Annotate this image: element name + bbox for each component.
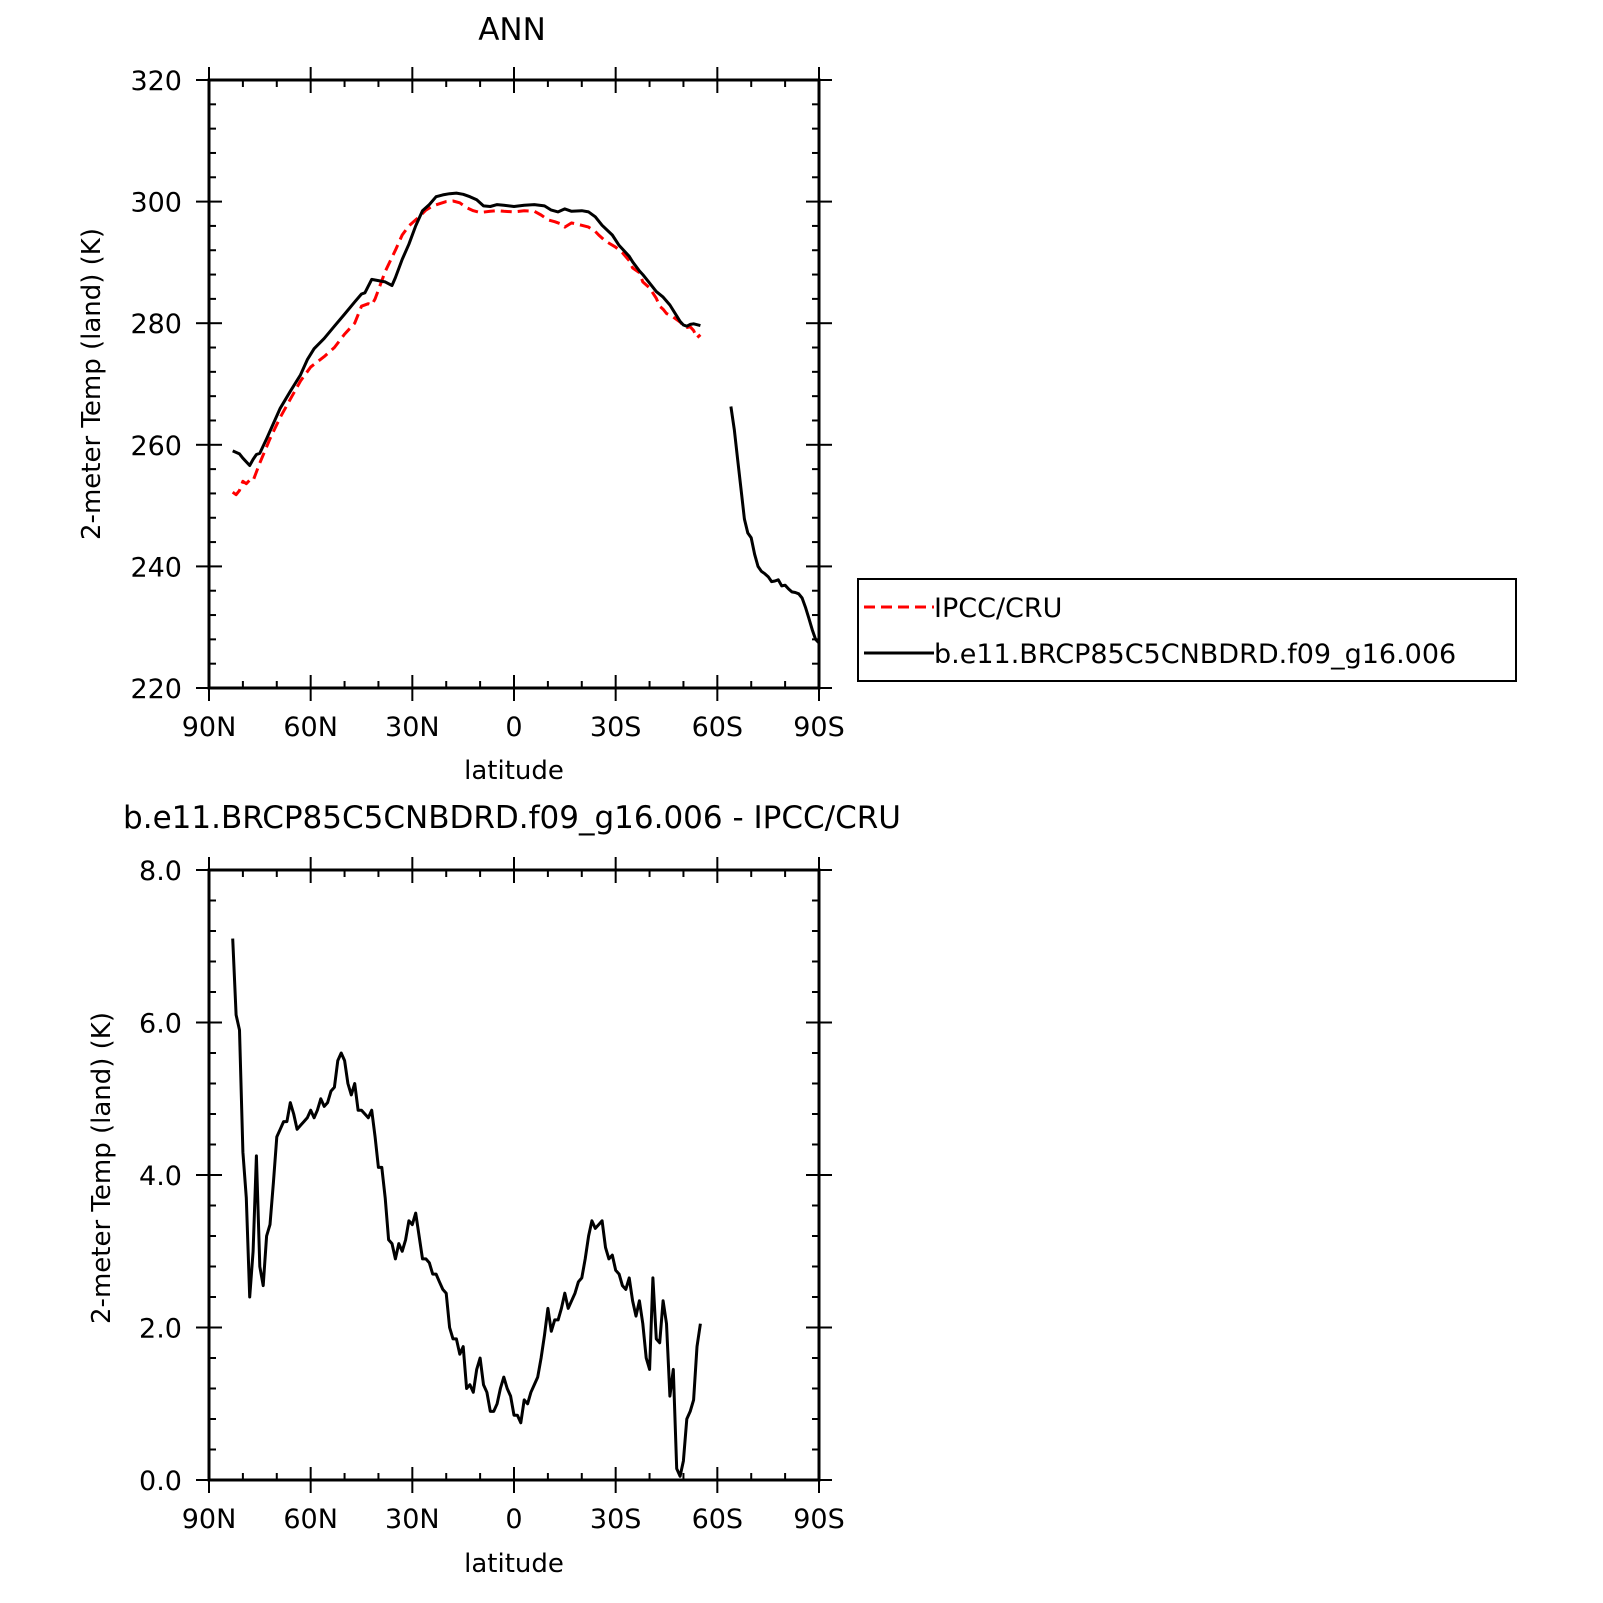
x-tick-label: 90S (793, 1504, 845, 1535)
x-tick-label: 30S (590, 712, 642, 743)
y-tick-label: 2.0 (139, 1314, 182, 1345)
x-tick-label: 90S (793, 712, 845, 743)
series-line-b-e11-brcp85c5cnbdrd-f09-g16-006-seg1 (729, 406, 821, 645)
top-y-axis-label: 2-meter Temp (land) (K) (77, 228, 107, 540)
y-tick-label: 6.0 (139, 1009, 182, 1040)
x-tick-label: 90N (182, 1504, 237, 1535)
bottom-panel: b.e11.BRCP85C5CNBDRD.f09_g16.006 - IPCC/… (87, 800, 901, 1579)
x-tick-label: 60N (283, 712, 338, 743)
top-y-tick-labels: 220 240 260 280 300 320 (130, 66, 182, 705)
bottom-plot-frame (207, 868, 821, 1482)
x-tick-label: 0 (505, 1504, 522, 1535)
x-tick-label: 60N (283, 1504, 338, 1535)
series-line-b-e11-brcp85c5cnbdrd-f09-g16-006-seg0 (232, 191, 701, 467)
top-x-axis-label: latitude (464, 756, 564, 786)
bottom-series-layer (231, 938, 702, 1478)
top-title: ANN (478, 12, 546, 48)
x-tick-label: 30N (385, 1504, 440, 1535)
series-line-ipcc-cru (231, 199, 702, 497)
x-tick-label: 90N (182, 712, 237, 743)
y-tick-label: 240 (130, 552, 182, 583)
top-x-tick-labels: 90N 60N 30N 0 30S 60S 90S (182, 712, 845, 743)
y-tick-label: 260 (130, 431, 182, 462)
top-series-layer (231, 191, 821, 645)
x-tick-label: 60S (692, 712, 744, 743)
y-tick-label: 0.0 (139, 1466, 182, 1497)
top-ticks (196, 67, 832, 701)
series-line-difference (231, 938, 702, 1478)
x-tick-label: 0 (505, 712, 522, 743)
legend-box (857, 578, 1517, 682)
y-tick-label: 4.0 (139, 1161, 182, 1192)
x-tick-label: 60S (692, 1504, 744, 1535)
x-tick-label: 30S (590, 1504, 642, 1535)
legend-label-model: b.e11.BRCP85C5CNBDRD.f09_g16.006 (934, 639, 1456, 670)
bottom-title: b.e11.BRCP85C5CNBDRD.f09_g16.006 - IPCC/… (123, 800, 901, 836)
y-tick-label: 300 (130, 188, 182, 219)
bottom-x-axis-label: latitude (464, 1549, 564, 1579)
bottom-y-tick-labels: 0.0 2.0 4.0 6.0 8.0 (139, 856, 182, 1497)
bottom-x-tick-labels: 90N 60N 30N 0 30S 60S 90S (182, 1504, 845, 1535)
legend-label-ipcc-cru: IPCC/CRU (934, 593, 1062, 624)
bottom-ticks (196, 857, 832, 1493)
bottom-y-axis-label: 2-meter Temp (land) (K) (87, 1012, 117, 1324)
y-tick-label: 280 (130, 309, 182, 340)
y-tick-label: 8.0 (139, 856, 182, 887)
legend: IPCC/CRU b.e11.BRCP85C5CNBDRD.f09_g16.00… (857, 578, 1517, 682)
x-tick-label: 30N (385, 712, 440, 743)
y-tick-label: 220 (130, 674, 182, 705)
y-tick-label: 320 (130, 66, 182, 97)
